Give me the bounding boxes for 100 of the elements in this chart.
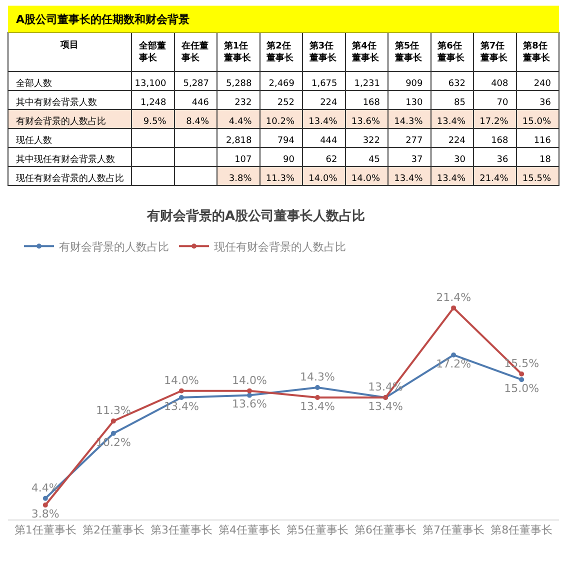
- text: 909: [406, 79, 423, 90]
- text: 15.0%: [522, 117, 551, 128]
- category-label: 在任董事长: [180, 40, 209, 64]
- x-tick-label: 第7任董事长: [422, 524, 485, 537]
- category-label: 第6任董事长: [436, 40, 466, 64]
- category-label: 现任人数: [16, 136, 52, 146]
- x-tick-label: 第8任董事长: [490, 524, 553, 537]
- text: 107: [234, 155, 252, 166]
- text: 13,100: [134, 79, 166, 90]
- x-tick-label: 第5任董事长: [286, 524, 349, 537]
- text: 13.4%: [436, 117, 466, 128]
- text: 232: [234, 98, 252, 108]
- text: 70: [496, 98, 508, 108]
- text: 794: [277, 136, 294, 146]
- text: 3.8%: [228, 174, 252, 184]
- text: 14.0%: [308, 174, 338, 184]
- point: [42, 496, 48, 501]
- text: 130: [406, 98, 423, 108]
- text: 18: [540, 155, 551, 166]
- data-label: 14.0%: [232, 374, 267, 387]
- data-label: 14.0%: [164, 374, 199, 387]
- text: 14.3%: [394, 117, 423, 128]
- text: A股公司董事长的任期数和财会背景: [16, 13, 190, 26]
- legend-label: 现任有财会背景的人数占比: [214, 240, 346, 254]
- data-label: 13.6%: [232, 398, 267, 411]
- point: [110, 430, 116, 436]
- text: 252: [277, 98, 294, 108]
- x-tick-label: 第3任董事长: [150, 524, 212, 537]
- text: 116: [534, 136, 551, 146]
- text: 11.3%: [266, 174, 294, 184]
- text: 240: [534, 79, 551, 90]
- data-label: 21.4%: [436, 291, 472, 304]
- data-label: 15.0%: [504, 382, 540, 395]
- category-label: 全部人数: [16, 79, 52, 90]
- text: 224: [448, 136, 466, 146]
- category-label: 其中有财会背景人数: [16, 98, 97, 108]
- text: 168: [491, 136, 508, 146]
- point: [315, 395, 320, 400]
- x-tick-label: 第2任董事长: [82, 524, 144, 537]
- point: [246, 392, 252, 398]
- text: 10.2%: [266, 117, 294, 128]
- text: 30: [454, 155, 466, 166]
- text: 17.2%: [480, 117, 508, 128]
- point: [519, 377, 524, 382]
- category-label: 全部董事长: [138, 40, 166, 64]
- text: 15.5%: [522, 174, 551, 184]
- text: 36: [496, 155, 508, 166]
- text: 4.4%: [228, 117, 252, 128]
- point: [519, 372, 524, 377]
- text: 446: [192, 98, 209, 108]
- category-label: 其中现任有财会背景人数: [16, 155, 115, 166]
- text: 8.4%: [186, 117, 209, 128]
- category-label: 现任有财会背景的人数占比: [16, 174, 124, 184]
- x-tick-label: 第4任董事长: [218, 524, 280, 537]
- text: 408: [491, 79, 508, 90]
- text: 1,231: [354, 79, 380, 90]
- text: 14.0%: [351, 174, 380, 184]
- text: 9.5%: [143, 117, 166, 128]
- x-tick-label: 第1任董事长: [14, 524, 76, 537]
- text: 13.4%: [308, 117, 338, 128]
- point: [110, 418, 116, 424]
- text: 168: [362, 98, 380, 108]
- text: 13.4%: [394, 174, 423, 184]
- text: 项目: [59, 40, 78, 51]
- text: 224: [320, 98, 338, 108]
- point: [178, 395, 184, 400]
- text: 277: [406, 136, 423, 146]
- category-label: 第3任董事长: [308, 40, 338, 64]
- text: 1,248: [140, 98, 166, 108]
- text: 1,675: [311, 79, 338, 90]
- chart-title: 有财会背景的A股公司董事长人数占比: [146, 208, 366, 224]
- text: 85: [454, 98, 466, 108]
- text: 45: [368, 155, 380, 166]
- point: [178, 388, 184, 394]
- category-label: 第1任董事长: [222, 40, 252, 64]
- text: 5,287: [183, 79, 209, 90]
- point: [42, 502, 48, 508]
- data-label: 3.8%: [31, 507, 60, 520]
- text: 5,288: [226, 79, 252, 90]
- point: [451, 305, 456, 310]
- text: 13.4%: [436, 174, 466, 184]
- x-tick-label: 第6任董事长: [354, 524, 417, 537]
- data-label: 11.3%: [96, 404, 131, 418]
- text: 2,818: [226, 136, 252, 146]
- category-label: 第5任董事长: [394, 40, 423, 64]
- text: 90: [283, 155, 294, 166]
- data-label: 13.4%: [164, 400, 199, 413]
- text: 322: [362, 136, 380, 146]
- legend-label: 有财会背景的人数占比: [59, 240, 170, 254]
- category-label: 第7任董事长: [479, 40, 508, 64]
- point: [315, 384, 320, 390]
- category-label: 第2任董事长: [266, 40, 295, 64]
- data-label: 13.4%: [368, 400, 404, 413]
- data-label: 14.3%: [300, 370, 335, 384]
- category-label: 有财会背景的人数占比: [16, 117, 106, 128]
- category-label: 第4任董事长: [351, 40, 380, 64]
- point: [451, 352, 456, 358]
- text: 632: [448, 79, 466, 90]
- data-label: 13.4%: [300, 400, 335, 413]
- text: 37: [411, 155, 423, 166]
